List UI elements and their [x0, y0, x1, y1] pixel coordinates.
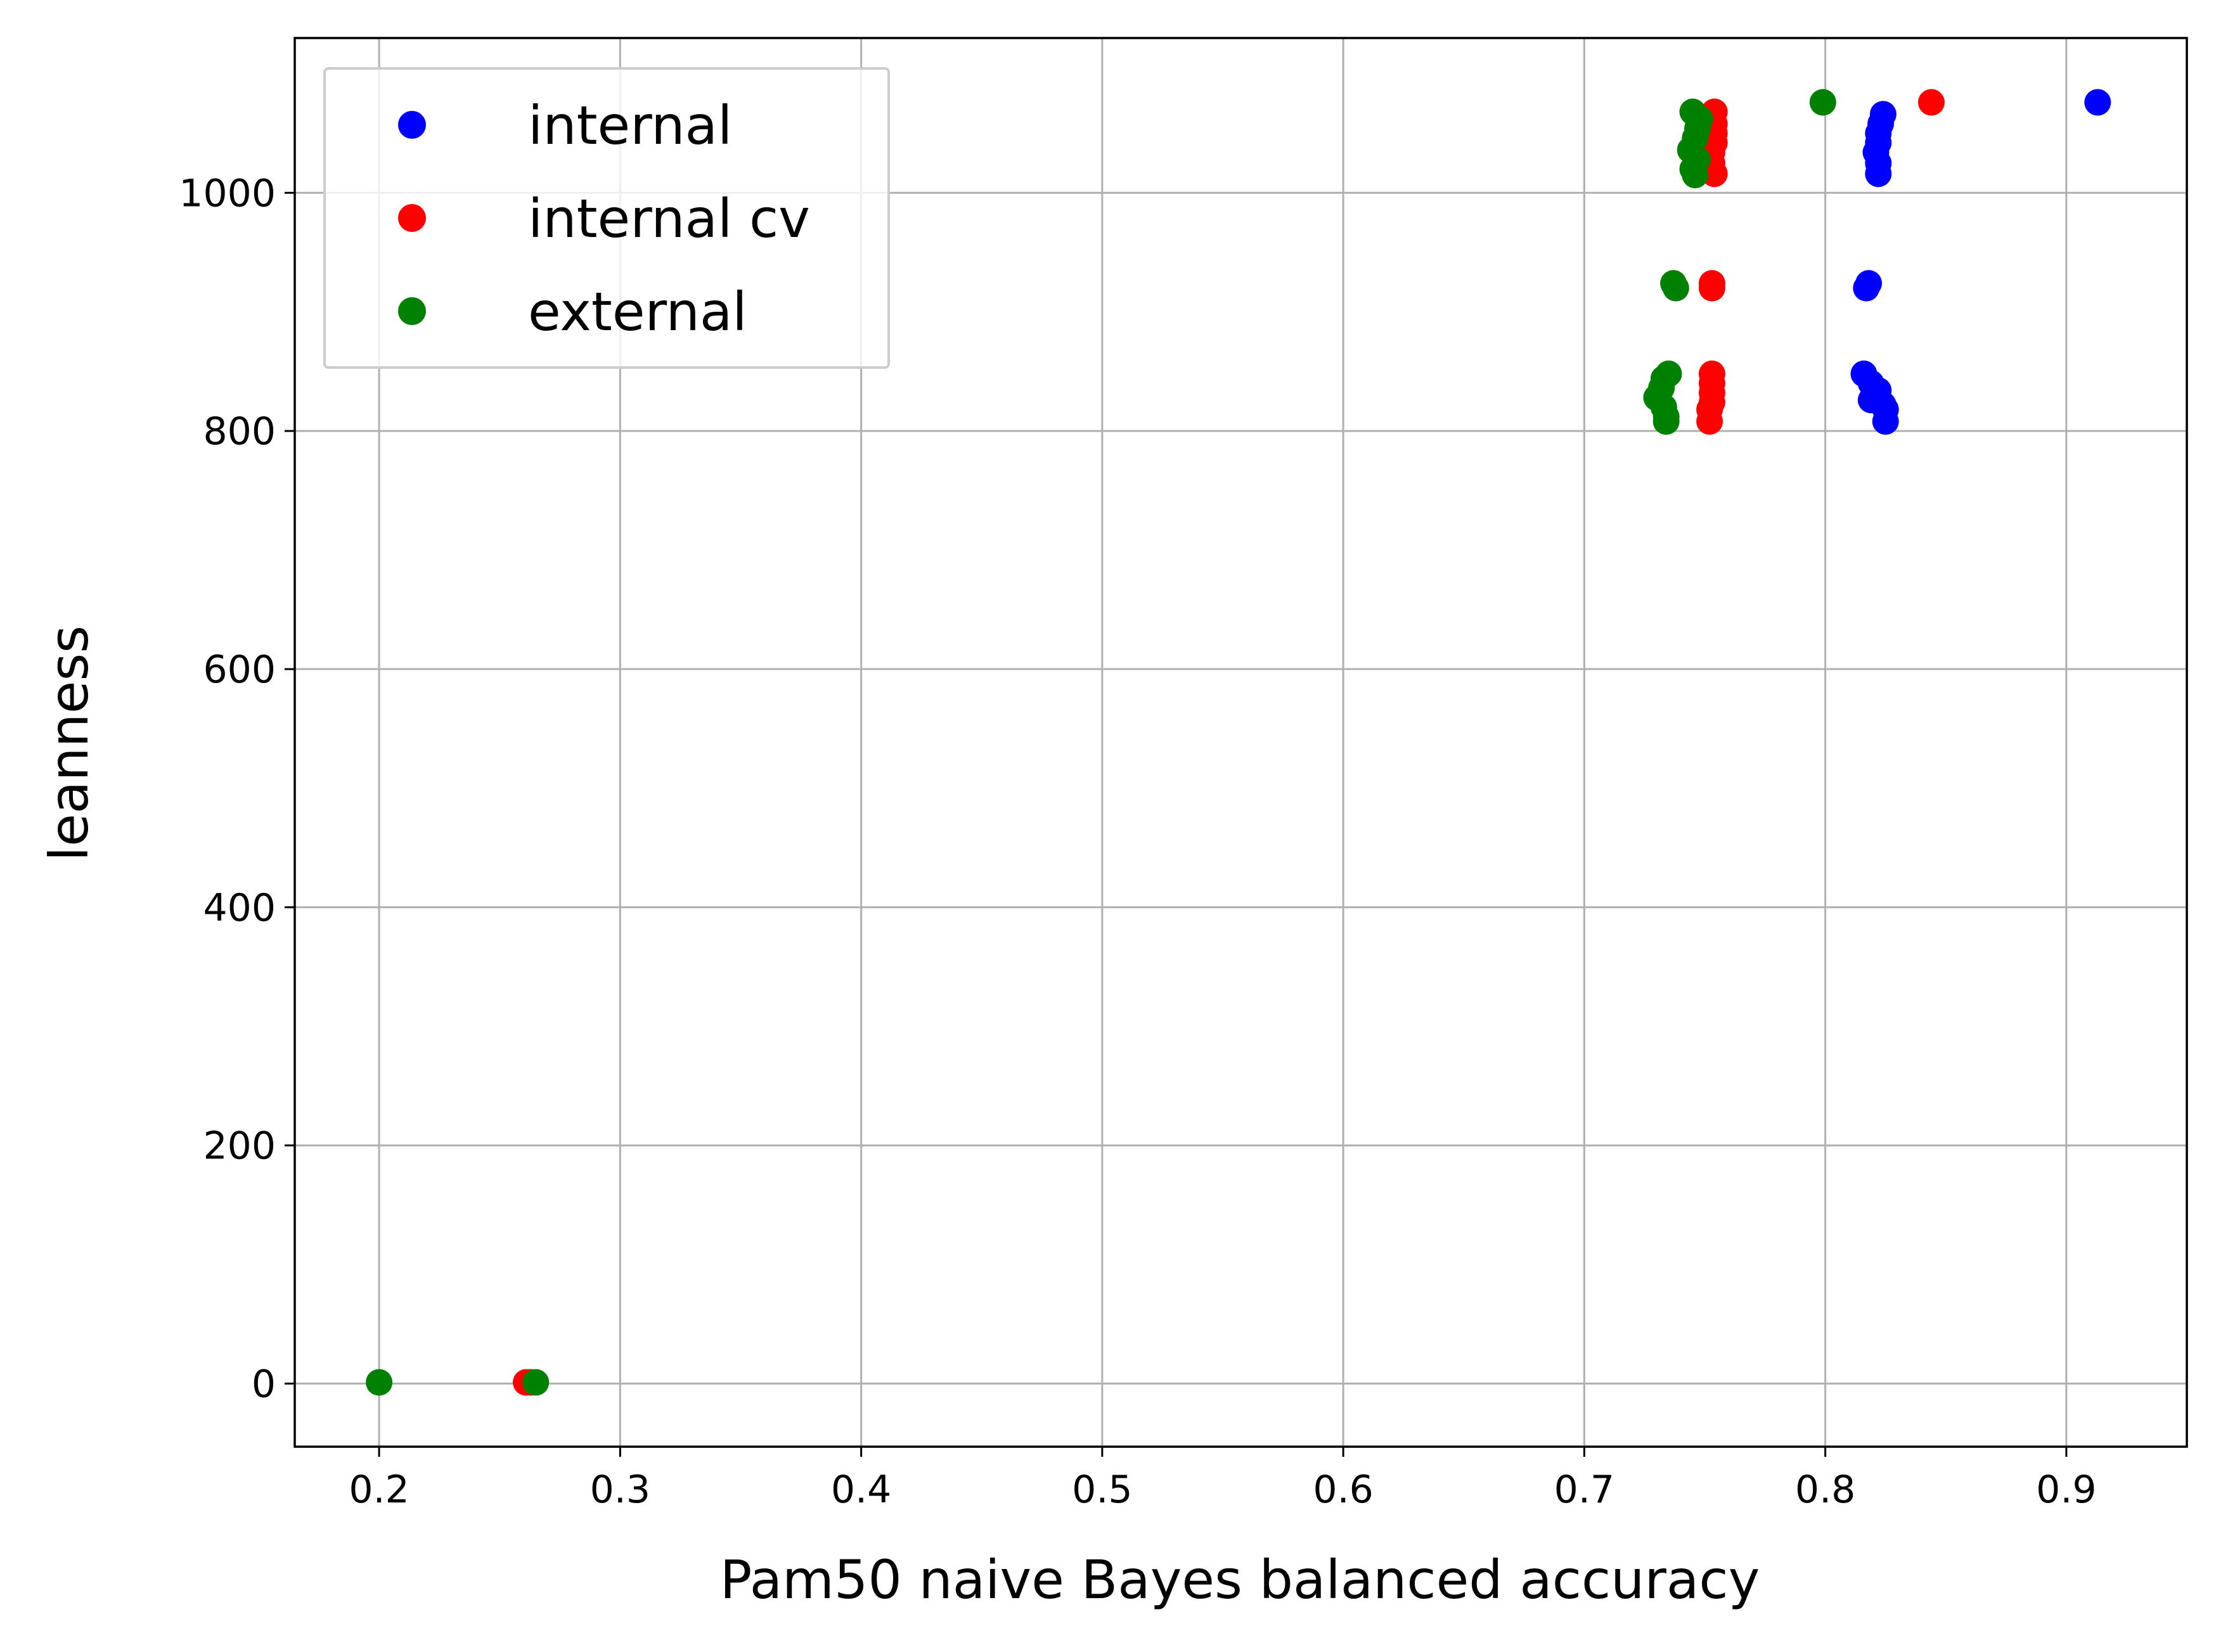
x-tick-label: 0.6: [1313, 1468, 1373, 1512]
x-tick-label: 0.8: [1795, 1468, 1855, 1512]
data-point: [1917, 89, 1945, 116]
data-point: [1809, 89, 1836, 116]
x-axis-ticks: 0.2 0.3 0.4 0.5 0.6 0.7 0.8 0.9: [349, 1447, 2097, 1512]
legend-label: internal cv: [528, 188, 810, 250]
data-point: [366, 1369, 393, 1396]
legend-label: external: [528, 281, 747, 343]
plot-frame: [293, 37, 2188, 1448]
legend: internal internal cv external: [323, 67, 890, 369]
x-axis-label: Pam50 naive Bayes balanced accuracy: [720, 1549, 1760, 1611]
y-tick-label: 200: [203, 1124, 276, 1169]
series-internal: [1850, 89, 2111, 435]
data-point: [2084, 89, 2111, 116]
data-points: [366, 89, 2111, 1396]
data-point: [1698, 274, 1725, 302]
y-tick-label: 1000: [179, 171, 276, 215]
x-tick-label: 0.3: [590, 1468, 650, 1512]
y-tick-label: 600: [203, 648, 276, 692]
legend-marker: [398, 204, 426, 232]
data-point: [1872, 408, 1899, 435]
legend-marker: [398, 297, 426, 325]
y-axis-ticks: 0 200 400 600 800 1000: [179, 171, 295, 1406]
legend-marker: [398, 111, 426, 139]
y-tick-label: 0: [252, 1362, 276, 1406]
x-tick-label: 0.9: [2036, 1468, 2096, 1512]
y-tick-label: 400: [203, 886, 276, 930]
x-tick-label: 0.2: [349, 1468, 409, 1512]
legend-label: internal: [528, 94, 732, 157]
data-point: [522, 1369, 550, 1396]
data-point: [1652, 408, 1680, 435]
y-axis-label: leanness: [38, 625, 100, 861]
x-tick-label: 0.5: [1072, 1468, 1132, 1512]
data-point: [1865, 160, 1892, 188]
data-point: [1682, 162, 1709, 189]
data-point: [1696, 408, 1723, 435]
x-tick-label: 0.7: [1554, 1468, 1614, 1512]
data-point: [1853, 274, 1880, 302]
series-external: [366, 89, 1836, 1396]
x-tick-label: 0.4: [831, 1468, 891, 1512]
y-tick-label: 800: [203, 409, 276, 454]
legend-box: [323, 67, 890, 369]
data-point: [1662, 274, 1689, 302]
